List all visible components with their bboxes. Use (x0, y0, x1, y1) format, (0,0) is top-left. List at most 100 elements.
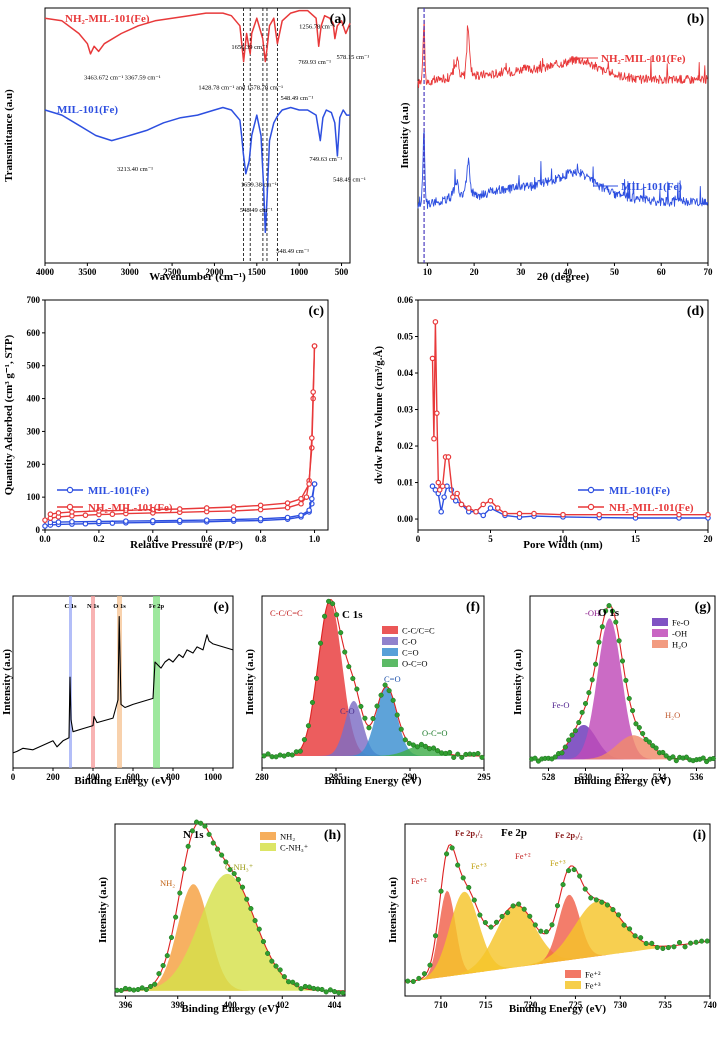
data-point (42, 517, 48, 523)
y-axis-label: Intensity (a.u) (1, 649, 13, 715)
y-tick-label: 0.00 (397, 514, 413, 524)
chart-xps-survey: C 1s N 1s O 1s Fe 2p (e) 0 200 400 600 800 1000 Bin… (1, 595, 234, 787)
raw-data-point (593, 897, 599, 903)
x-tick-label: 528 (542, 772, 556, 782)
raw-data-point (615, 912, 622, 918)
raw-data-point (663, 753, 669, 759)
data-point (480, 512, 487, 519)
data-point (480, 501, 487, 508)
panel-label: (c) (308, 304, 324, 319)
raw-data-point (479, 754, 485, 760)
x-tick-label: 710 (434, 1000, 448, 1010)
raw-data-point (582, 886, 588, 892)
data-point (298, 495, 304, 502)
axes-frame (12, 595, 234, 769)
data-point (123, 507, 129, 514)
legend-label: MIL-101(Fe) (609, 485, 670, 497)
x-tick-label: 404 (328, 1000, 342, 1010)
raw-data-point (636, 725, 642, 731)
y-tick-label: 0.05 (397, 332, 413, 342)
legend-swatch (652, 629, 668, 637)
data-point (69, 509, 75, 515)
raw-data-point (626, 695, 632, 702)
raw-data-point (298, 986, 304, 992)
x-axis-label: Binding Energy (eV) (509, 1003, 607, 1015)
x-tick-label: 600 (126, 772, 140, 782)
data-point (676, 511, 682, 518)
legend-swatch (565, 970, 581, 978)
raw-data-point (248, 906, 254, 912)
data-point (96, 518, 102, 525)
x-tick-label: 400 (223, 1000, 237, 1010)
raw-data-point (382, 682, 388, 688)
legend-marker (587, 486, 595, 494)
raw-data-point (294, 982, 300, 988)
data-point (298, 512, 304, 519)
raw-data-point (516, 901, 522, 907)
raw-data-point (654, 944, 660, 951)
raw-data-point (621, 922, 627, 928)
x-tick-label: 0 (11, 772, 16, 782)
data-point (230, 504, 237, 510)
x-tick-label: 2000 (205, 267, 224, 277)
x-tick-label: 70 (704, 267, 714, 277)
raw-data-point (265, 751, 271, 757)
raw-data-point (327, 987, 333, 993)
x-tick-label: 715 (479, 1000, 493, 1010)
component-peak (530, 618, 715, 760)
x-tick-label: 40 (563, 267, 573, 277)
series-line (12, 616, 234, 754)
raw-data-point (402, 737, 408, 743)
raw-data-point (418, 741, 424, 747)
annotation: 3463.672 cm⁻¹ (84, 74, 123, 81)
y-tick-label: 0.03 (397, 405, 413, 415)
data-point (309, 435, 315, 441)
x-tick-label: 402 (276, 1000, 290, 1010)
raw-data-point (704, 938, 710, 944)
raw-data-point (596, 639, 602, 645)
raw-data-point (471, 897, 477, 903)
data-point (176, 506, 183, 512)
peak-label: NH₂ (160, 878, 175, 888)
x-axis-label: 2θ (degree) (537, 271, 590, 283)
raw-data-point (374, 703, 380, 709)
legend-label: Fe-O (672, 618, 689, 628)
raw-data-point (449, 845, 455, 851)
raw-data-point (269, 958, 275, 964)
x-tick-label: 3000 (121, 267, 140, 277)
raw-data-point (566, 868, 572, 874)
axes-frame (417, 7, 709, 264)
raw-data-point (301, 737, 307, 743)
raw-data-point (649, 940, 655, 946)
raw-data-point (350, 675, 356, 682)
spectrum-title: O 1s (598, 607, 620, 619)
raw-data-point (593, 661, 599, 667)
panel-label: (b) (687, 12, 704, 27)
raw-data-point (336, 990, 342, 996)
raw-data-point (643, 736, 649, 743)
raw-data-point (610, 907, 616, 913)
legend-label: NH₂-MIL-101(Fe) (88, 502, 173, 514)
raw-data-point (554, 903, 561, 909)
data-point (449, 494, 456, 500)
x-tick-label: 0 (416, 534, 421, 544)
data-point (42, 523, 48, 529)
x-tick-label: 280 (255, 772, 269, 782)
raw-data-point (306, 984, 313, 990)
data-point (436, 487, 443, 493)
peak-label: C-O (340, 706, 355, 716)
raw-data-point (338, 630, 344, 636)
axes-frame (404, 823, 711, 997)
series-label: NH₂-MIL-101(Fe) (601, 53, 686, 65)
raw-data-point (460, 875, 466, 881)
x-tick-label: 10 (423, 267, 433, 277)
annotation: 3213.40 cm⁻¹ (117, 166, 153, 173)
data-point (444, 483, 450, 489)
raw-data-point (143, 986, 149, 993)
raw-data-point (538, 928, 544, 934)
legend-marker (66, 486, 74, 494)
x-tick-label: 30 (516, 267, 526, 277)
legend-swatch (260, 843, 276, 851)
data-point (303, 494, 310, 500)
y-tick-label: 400 (27, 394, 41, 404)
